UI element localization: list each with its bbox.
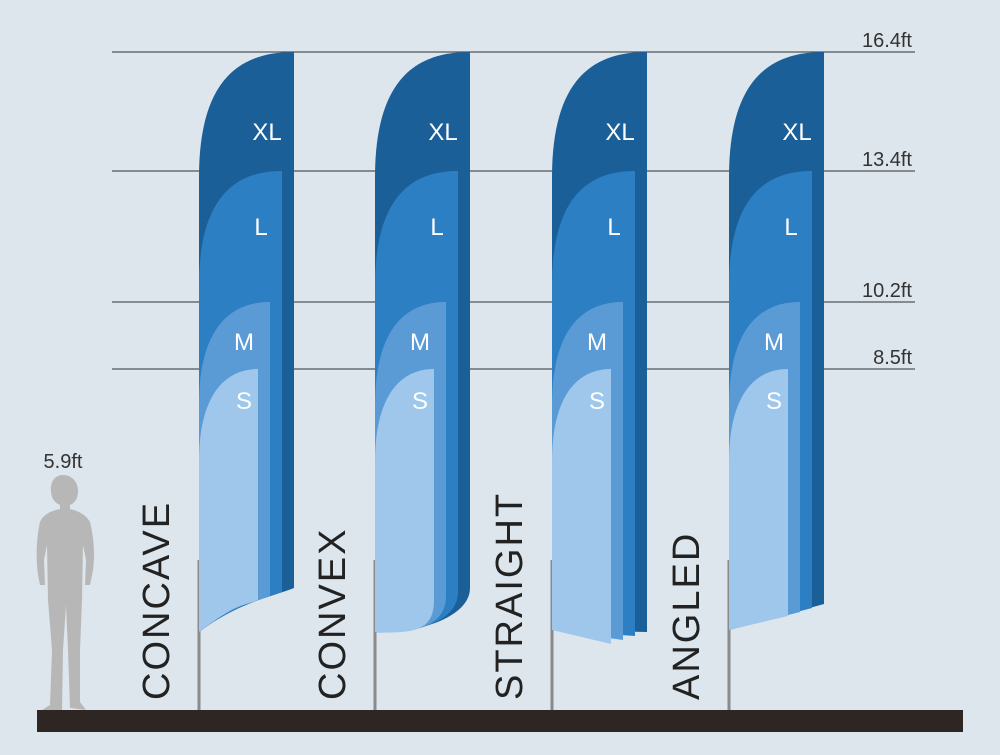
flag-pole [727,560,731,712]
flag-convex: XL L M S [373,52,470,712]
flag-layer-s [199,369,258,632]
flag-pole [197,560,201,712]
size-label-s: S [589,388,605,415]
size-label-xl: XL [605,119,634,146]
size-label-l: L [430,214,443,241]
ground-bar [37,710,963,732]
size-label-m: M [587,329,607,356]
size-label-xl: XL [782,119,811,146]
size-label-xl: XL [428,119,457,146]
height-label: 8.5ft [873,347,912,369]
size-label-s: S [412,388,428,415]
size-label-xl: XL [252,119,281,146]
shape-label-angled: ANGLED [666,532,708,700]
size-label-l: L [607,214,620,241]
height-label: 10.2ft [862,280,912,302]
flag-straight: XL L M S [550,52,647,712]
size-label-m: M [410,329,430,356]
shape-label-straight: STRAIGHT [489,492,531,700]
shape-label-concave: CONCAVE [136,501,178,700]
shape-label-convex: CONVEX [312,528,354,700]
size-label-l: L [254,214,267,241]
flags: XL L M S XL L M S XL L M S XL L M S [197,52,824,712]
size-label-s: S [236,388,252,415]
flag-labels: CONCAVE CONVEX STRAIGHT ANGLED [136,492,708,700]
height-label: 13.4ft [862,149,912,171]
flag-angled: XL L M S [727,52,824,712]
flag-pole [373,560,377,712]
size-label-l: L [784,214,797,241]
size-label-m: M [764,329,784,356]
flag-layer-s [552,369,611,644]
flag-pole [550,560,554,712]
person-silhouette: 5.9ft [36,451,94,710]
size-label-m: M [234,329,254,356]
person-height-label: 5.9ft [44,451,83,473]
flag-concave: XL L M S [197,52,294,712]
flag-layer-s [375,369,434,633]
person-icon [36,475,94,710]
size-label-s: S [766,388,782,415]
height-label: 16.4ft [862,30,912,52]
flag-layer-s [729,369,788,630]
